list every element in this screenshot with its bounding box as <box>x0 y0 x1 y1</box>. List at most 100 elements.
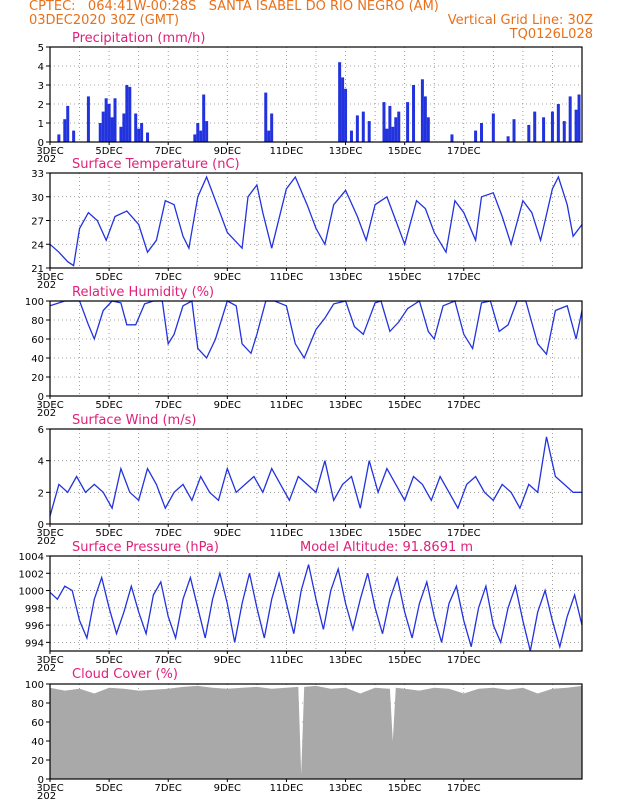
precip-bar <box>533 111 537 142</box>
precip-bar <box>388 105 392 142</box>
precip-bar <box>140 123 144 142</box>
y-tick-label: 20 <box>31 373 44 384</box>
precip-bar <box>361 111 365 142</box>
precip-bar <box>128 86 132 142</box>
precip-bar <box>562 121 566 142</box>
precip-bar <box>66 105 70 142</box>
panel-frame <box>49 172 583 269</box>
x-tick-label: 11DEC <box>270 146 304 157</box>
x-tick-label: 17DEC <box>447 272 481 283</box>
panel-frame <box>49 428 583 525</box>
y-tick-label: 4 <box>38 457 44 468</box>
precip-bar <box>202 94 206 142</box>
precip-bar <box>199 130 203 142</box>
precip-bar <box>146 132 150 142</box>
year-label: 202 <box>37 408 56 419</box>
x-tick-label: 7DEC <box>155 655 182 666</box>
precip-bar <box>196 123 200 142</box>
x-tick-label: 17DEC <box>447 655 481 666</box>
x-tick-label: 7DEC <box>155 783 182 794</box>
x-tick-label: 13DEC <box>329 400 363 411</box>
precip-bar <box>137 128 141 142</box>
y-tick-label: 21 <box>31 264 44 275</box>
year-label: 202 <box>37 280 56 291</box>
y-tick-label: 30 <box>31 193 44 204</box>
year-label: 202 <box>37 536 56 547</box>
precip-bar <box>506 136 510 142</box>
y-tick-label: 1002 <box>19 569 44 580</box>
year-label: 202 <box>37 154 56 165</box>
x-tick-label: 15DEC <box>388 272 422 283</box>
precip-bar <box>480 123 484 142</box>
precip-bar <box>527 124 531 142</box>
x-tick-label: 7DEC <box>155 272 182 283</box>
precip-bar <box>119 126 123 142</box>
x-tick-label: 15DEC <box>388 146 422 157</box>
header-station-line: CPTEC: 064:41W-00:28S SANTA ISABEL DO RI… <box>29 0 439 14</box>
series-line <box>49 175 583 267</box>
precip-bar <box>426 117 430 142</box>
precip-bar <box>512 119 516 142</box>
y-tick-label: 0 <box>38 392 44 403</box>
precip-bar <box>110 117 114 142</box>
panel-title: Surface Wind (m/s) <box>72 413 196 428</box>
x-tick-label: 3DEC <box>36 655 63 666</box>
y-tick-label: 40 <box>31 737 44 748</box>
y-tick-label: 6 <box>38 425 44 436</box>
precip-bar <box>270 113 274 142</box>
series-line <box>49 564 583 652</box>
precip-bar <box>57 134 61 142</box>
precip-bar <box>450 134 454 142</box>
y-tick-label: 60 <box>31 335 44 346</box>
precip-bar <box>394 117 398 142</box>
x-tick-label: 3DEC <box>36 783 63 794</box>
y-tick-label: 1 <box>38 119 44 130</box>
precip-bar <box>349 130 353 142</box>
precip-bar <box>542 117 546 142</box>
precip-bar <box>491 113 495 142</box>
y-tick-label: 3 <box>38 81 44 92</box>
x-tick-label: 3DEC <box>36 146 63 157</box>
x-tick-label: 3DEC <box>36 528 63 539</box>
y-tick-label: 996 <box>25 621 44 632</box>
precip-bar <box>385 128 389 142</box>
precip-bar <box>264 92 268 142</box>
cloud-area <box>50 685 582 779</box>
y-tick-label: 2 <box>38 488 44 499</box>
x-tick-label: 13DEC <box>329 655 363 666</box>
x-tick-label: 5DEC <box>95 655 122 666</box>
x-tick-label: 9DEC <box>214 400 241 411</box>
precip-bar <box>267 130 271 142</box>
precip-bar <box>412 85 416 142</box>
precip-bar <box>382 102 386 142</box>
precip-bar <box>397 111 401 142</box>
precip-bar <box>205 121 209 142</box>
y-tick-label: 0 <box>38 520 44 531</box>
x-tick-label: 3DEC <box>36 272 63 283</box>
precip-bar <box>134 113 138 142</box>
precip-bar <box>341 77 345 142</box>
precip-bar <box>574 109 578 142</box>
x-tick-label: 17DEC <box>447 528 481 539</box>
y-tick-label: 0 <box>38 138 44 149</box>
panel-title: Relative Humidity (%) <box>72 285 214 300</box>
x-tick-label: 11DEC <box>270 528 304 539</box>
panel-frame <box>49 46 583 143</box>
x-tick-label: 17DEC <box>447 400 481 411</box>
header-grid-line: Vertical Grid Line: 30Z <box>447 13 593 28</box>
year-label: 202 <box>37 791 56 800</box>
x-tick-label: 13DEC <box>329 783 363 794</box>
panel-title: Surface Pressure (hPa) <box>72 540 219 555</box>
x-tick-label: 13DEC <box>329 146 363 157</box>
x-tick-label: 11DEC <box>270 400 304 411</box>
precip-bar <box>355 115 359 142</box>
y-tick-label: 0 <box>38 775 44 786</box>
y-tick-label: 40 <box>31 354 44 365</box>
y-tick-label: 80 <box>31 699 44 710</box>
y-tick-label: 4 <box>38 62 44 73</box>
precip-bar <box>63 119 67 142</box>
y-tick-label: 80 <box>31 316 44 327</box>
x-tick-label: 5DEC <box>95 528 122 539</box>
x-tick-label: 15DEC <box>388 400 422 411</box>
